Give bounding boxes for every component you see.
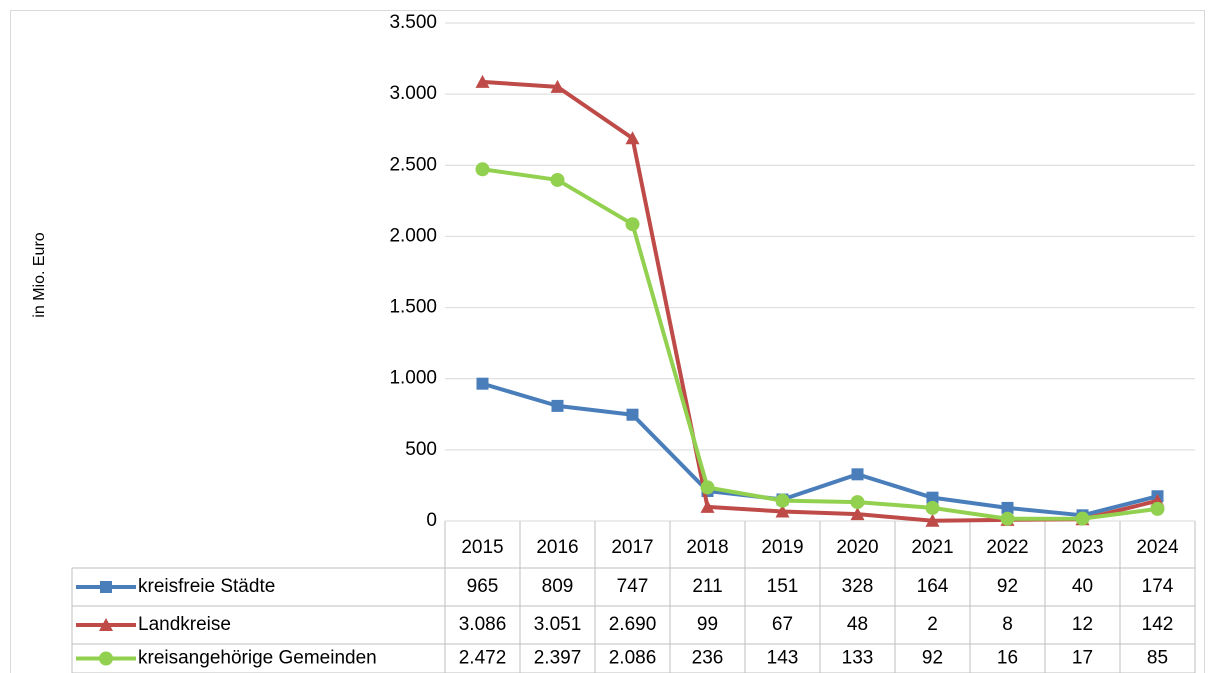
data-label: 2.397 — [534, 648, 582, 669]
marker — [925, 500, 940, 515]
y-axis-label: in Mio. Euro — [31, 232, 48, 317]
y-tick-label: 3.500 — [389, 12, 437, 33]
data-label: 164 — [917, 576, 949, 597]
marker — [1000, 511, 1015, 526]
legend-label: Landkreise — [138, 614, 231, 635]
data-label: 151 — [767, 576, 799, 597]
series-line — [482, 79, 1158, 523]
data-label: 965 — [467, 576, 499, 597]
data-label: 48 — [847, 614, 868, 635]
data-label: 143 — [767, 648, 799, 669]
marker — [851, 468, 864, 481]
y-tick-label: 3.000 — [389, 83, 437, 104]
data-label: 174 — [1142, 576, 1174, 597]
marker — [625, 217, 640, 232]
data-label: 67 — [772, 614, 793, 635]
marker — [475, 162, 490, 177]
data-label: 328 — [842, 576, 874, 597]
marker — [1075, 511, 1090, 526]
y-tick-label: 2.500 — [389, 154, 437, 175]
marker — [700, 499, 715, 513]
data-label: 85 — [1147, 648, 1168, 669]
y-tick-label: 500 — [405, 439, 437, 460]
legend-label: kreisangehörige Gemeinden — [138, 648, 377, 669]
x-tick-label: 2018 — [686, 537, 728, 558]
data-label: 16 — [997, 648, 1018, 669]
marker — [1001, 501, 1014, 514]
x-tick-label: 2021 — [911, 537, 953, 558]
marker — [700, 480, 715, 495]
data-label: 17 — [1072, 648, 1093, 669]
marker — [1150, 501, 1165, 516]
marker — [850, 507, 865, 521]
data-label: 747 — [617, 576, 649, 597]
y-tick-label: 1.500 — [389, 297, 437, 318]
data-label: 133 — [842, 648, 874, 669]
x-tick-label: 2020 — [836, 537, 878, 558]
marker — [926, 491, 939, 504]
data-label: 12 — [1072, 614, 1093, 635]
series-line — [482, 167, 1158, 521]
data-label: 211 — [692, 576, 722, 597]
y-tick-label: 2.000 — [389, 225, 437, 246]
data-label: 99 — [697, 614, 718, 635]
data-label: 40 — [1072, 576, 1093, 597]
x-tick-label: 2022 — [986, 537, 1028, 558]
data-label: 236 — [692, 648, 724, 669]
marker — [850, 495, 865, 510]
legend-marker — [100, 581, 112, 593]
data-label: 92 — [997, 576, 1018, 597]
data-label: 2.086 — [609, 648, 657, 669]
legend-label: kreisfreie Städte — [138, 576, 275, 597]
marker — [550, 79, 565, 93]
legend-marker — [99, 618, 113, 631]
data-label: 8 — [1002, 614, 1013, 635]
x-tick-label: 2016 — [536, 537, 578, 558]
marker — [775, 493, 790, 508]
x-tick-label: 2023 — [1061, 537, 1103, 558]
data-label: 3.051 — [534, 614, 582, 635]
marker — [625, 131, 640, 145]
series-line — [481, 381, 1158, 518]
x-tick-label: 2019 — [761, 537, 803, 558]
x-tick-label: 2015 — [461, 537, 503, 558]
marker — [476, 377, 489, 390]
data-label: 809 — [542, 576, 574, 597]
marker — [925, 513, 940, 527]
data-label: 2 — [927, 614, 938, 635]
marker — [551, 399, 564, 412]
marker — [775, 504, 790, 518]
x-tick-label: 2017 — [611, 537, 653, 558]
data-label: 3.086 — [459, 614, 507, 635]
y-tick-label: 0 — [426, 510, 437, 531]
x-tick-label: 2024 — [1136, 537, 1179, 558]
data-label: 2.472 — [459, 648, 507, 669]
marker — [550, 172, 565, 187]
data-label: 142 — [1142, 614, 1174, 635]
chart-border — [10, 10, 1205, 673]
marker — [475, 74, 490, 88]
data-label: 92 — [922, 648, 943, 669]
marker — [626, 408, 639, 421]
legend-marker — [99, 651, 113, 666]
data-label: 2.690 — [609, 614, 657, 635]
y-tick-label: 1.000 — [389, 368, 437, 389]
